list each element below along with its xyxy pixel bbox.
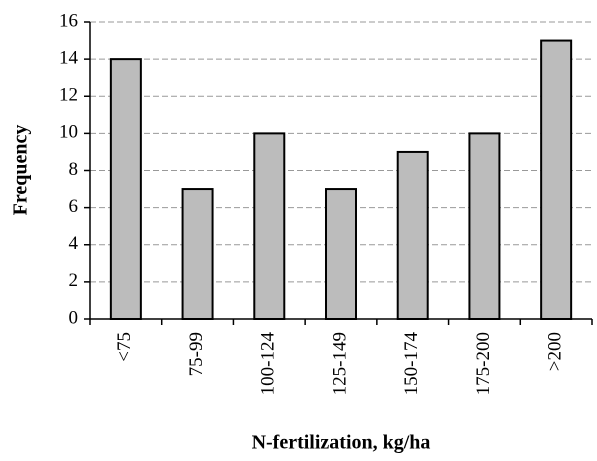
x-tick-label: 100-124	[258, 332, 279, 396]
bar	[253, 132, 286, 320]
y-axis-label: Frequency	[10, 125, 32, 216]
bar	[181, 188, 214, 320]
y-tick-label: 12	[59, 85, 78, 106]
x-axis-label: N-fertilization, kg/ha	[252, 432, 431, 454]
x-tick-label: 175-200	[473, 332, 494, 395]
x-tick-label: 125-149	[329, 332, 350, 395]
bar	[468, 132, 501, 320]
bar	[109, 58, 142, 320]
y-tick-label: 16	[59, 10, 78, 31]
y-tick-label: 2	[69, 270, 79, 291]
y-tick-label: 0	[69, 307, 79, 328]
y-tick-label: 14	[59, 47, 79, 68]
y-tick-label: 4	[69, 233, 79, 254]
y-tick-label: 10	[59, 122, 78, 143]
x-tick-label: >200	[545, 332, 566, 371]
y-tick-label: 6	[69, 196, 79, 217]
y-tick-label: 8	[69, 159, 79, 180]
x-tick-label: 75-99	[186, 332, 207, 376]
bar	[540, 39, 573, 320]
bar	[325, 188, 357, 320]
x-tick-label: 150-174	[401, 332, 422, 396]
x-tick-label: <75	[114, 332, 135, 362]
bar	[396, 150, 429, 320]
